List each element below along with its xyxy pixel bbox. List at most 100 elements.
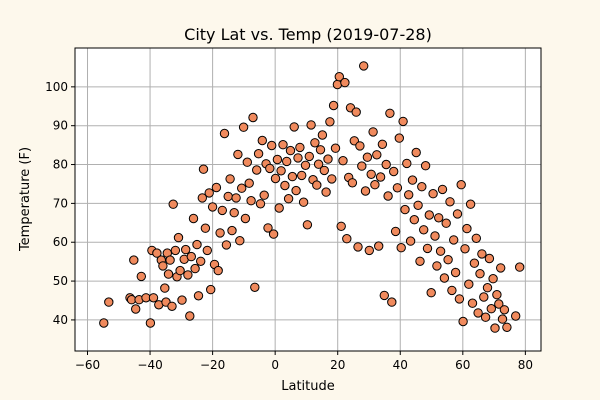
data-point (417, 182, 427, 192)
data-point (409, 215, 419, 225)
data-point (227, 225, 237, 236)
data-point (450, 267, 461, 278)
data-point (206, 284, 216, 295)
data-point (330, 143, 341, 153)
data-point (428, 189, 438, 199)
data-point (475, 269, 485, 279)
data-point (148, 293, 159, 303)
data-point (334, 72, 344, 82)
x-tick-label: 40 (393, 358, 408, 372)
data-point (389, 166, 399, 177)
scatter-points (99, 61, 525, 333)
x-tick-label: −20 (200, 358, 225, 372)
data-point (235, 236, 245, 246)
data-point (353, 242, 363, 252)
data-point (327, 174, 337, 184)
x-tick-label: 80 (518, 358, 533, 372)
data-point (387, 297, 397, 307)
data-point (168, 199, 178, 209)
data-point (302, 220, 313, 230)
data-point (310, 138, 320, 148)
data-point (479, 292, 489, 302)
data-point (268, 229, 279, 239)
data-point (411, 147, 421, 158)
data-point (289, 122, 299, 132)
data-point (186, 251, 197, 262)
data-point (300, 160, 311, 171)
data-point (297, 170, 307, 181)
data-point (263, 223, 273, 233)
data-point (306, 120, 316, 130)
data-point (456, 180, 466, 190)
data-point (313, 159, 324, 169)
data-point (383, 191, 393, 201)
data-point (200, 223, 211, 233)
data-point (370, 180, 380, 190)
data-point (338, 156, 348, 166)
data-point (375, 172, 386, 182)
data-point (229, 208, 239, 218)
data-point (287, 171, 298, 182)
data-point (415, 256, 425, 266)
data-point (196, 256, 206, 266)
data-point (136, 271, 147, 282)
grid-lines (75, 48, 541, 351)
data-point (233, 149, 243, 160)
data-point (237, 183, 247, 193)
data-point (223, 191, 233, 202)
data-point (158, 261, 168, 271)
data-point (467, 298, 478, 308)
data-point (170, 245, 181, 256)
data-point (312, 180, 322, 190)
data-point (291, 185, 301, 196)
data-point (381, 159, 391, 170)
data-point (197, 193, 208, 203)
data-point (252, 165, 262, 175)
data-point (276, 166, 286, 176)
data-point (398, 116, 408, 127)
data-point (362, 152, 373, 162)
data-point (336, 221, 346, 232)
data-point (374, 241, 384, 251)
data-point (396, 243, 406, 253)
y-tick-label: 60 (53, 235, 68, 249)
x-axis-ticks: −60 −40 −20 0 20 40 60 80 (75, 351, 533, 372)
data-point (492, 290, 502, 300)
y-tick-label: 50 (53, 274, 68, 288)
data-point (185, 311, 195, 321)
x-tick-label: −40 (137, 358, 162, 372)
data-point (238, 122, 249, 132)
data-point (447, 285, 457, 296)
data-point (246, 196, 256, 206)
data-point (219, 128, 230, 139)
data-point (430, 231, 440, 241)
data-point (407, 175, 418, 185)
data-point (198, 164, 209, 174)
data-point (213, 265, 223, 276)
data-point (129, 255, 139, 265)
data-point (360, 186, 371, 196)
data-point (231, 193, 241, 203)
data-point (496, 263, 506, 273)
y-axis-ticks: 40 50 60 70 80 90 100 (45, 80, 75, 327)
data-point (449, 235, 459, 245)
y-tick-label: 40 (53, 313, 68, 327)
data-point (131, 304, 141, 314)
data-point (355, 141, 365, 151)
data-point (441, 218, 451, 228)
data-point (494, 299, 504, 309)
data-point (426, 288, 436, 298)
data-point (272, 154, 283, 165)
data-point (323, 154, 333, 164)
data-point (402, 158, 412, 169)
data-point (486, 304, 496, 314)
data-point (259, 190, 269, 200)
data-point (439, 273, 450, 283)
data-point (422, 243, 433, 254)
data-point (202, 245, 213, 256)
data-point (372, 150, 382, 160)
y-tick-label: 90 (53, 119, 68, 133)
data-point (274, 203, 284, 213)
data-point (99, 318, 109, 328)
